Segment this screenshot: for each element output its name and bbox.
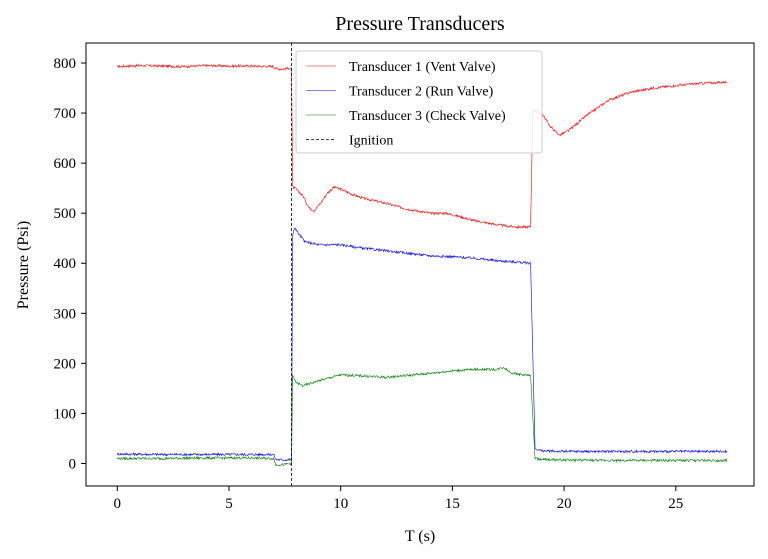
x-tick-label: 0 <box>114 496 122 512</box>
y-tick-label: 100 <box>54 406 77 422</box>
y-tick-label: 200 <box>54 356 77 372</box>
series-lines <box>116 43 728 486</box>
x-tick-label: 25 <box>668 496 683 512</box>
chart-title: Pressure Transducers <box>335 13 505 35</box>
x-axis: 0 5 10 15 20 25 <box>114 486 683 512</box>
plot-frame <box>85 42 755 487</box>
legend-label: Transducer 3 (Check Valve) <box>349 109 506 124</box>
y-tick-label: 700 <box>54 106 77 122</box>
y-tick-label: 300 <box>54 306 77 322</box>
y-tick-label: 600 <box>54 156 77 172</box>
series-transducer-1-vent-valve <box>117 63 728 230</box>
y-tick-label: 0 <box>69 456 77 472</box>
y-tick-label: 500 <box>54 206 77 222</box>
y-axis: 0 100 200 300 400 500 600 700 800 <box>54 56 86 472</box>
y-tick-label: 400 <box>54 256 77 272</box>
legend: Transducer 1 (Vent Valve) Transducer 2 (R… <box>295 50 543 154</box>
x-tick-label: 5 <box>225 496 233 512</box>
legend-label: Transducer 1 (Vent Valve) <box>349 60 496 75</box>
x-axis-title: T (s) <box>405 528 435 545</box>
legend-box <box>295 50 543 154</box>
legend-label: Ignition <box>349 134 393 149</box>
x-tick-label: 20 <box>557 496 572 512</box>
x-tick-label: 10 <box>333 496 348 512</box>
series-transducer-2-run-valve <box>116 227 728 462</box>
legend-label: Transducer 2 (Run Valve) <box>349 85 494 100</box>
series-transducer-3-check-valve <box>117 366 728 467</box>
x-tick-label: 15 <box>445 496 460 512</box>
y-axis-title: Pressure (Psi) <box>15 221 32 309</box>
y-tick-label: 800 <box>54 56 77 72</box>
